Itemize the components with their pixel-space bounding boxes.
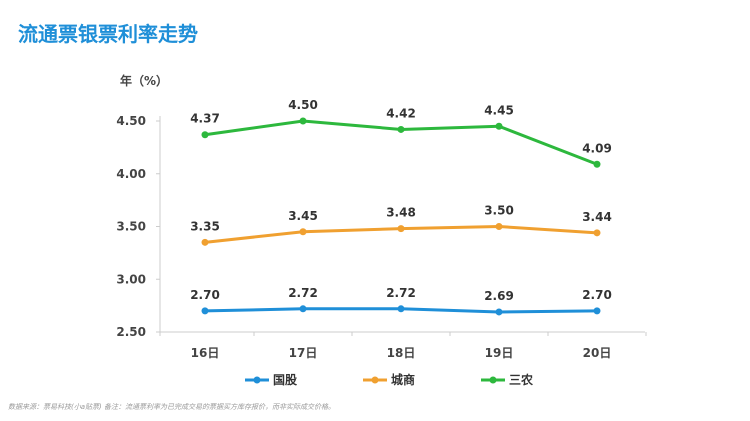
data-label: 2.72 <box>288 286 318 300</box>
x-tick-label: 18日 <box>387 346 416 360</box>
data-point <box>593 229 601 237</box>
data-point <box>299 117 307 125</box>
data-point <box>495 122 503 130</box>
x-tick-label: 19日 <box>485 346 514 360</box>
page-title: 流通票银票利率走势 <box>18 22 198 46</box>
legend-label: 城商 <box>391 372 415 387</box>
data-point <box>397 305 405 313</box>
y-tick-label: 3.50 <box>116 220 146 234</box>
legend-marker <box>489 376 497 384</box>
data-label: 3.35 <box>190 219 220 233</box>
data-label: 2.72 <box>386 286 416 300</box>
data-label: 4.37 <box>190 112 220 126</box>
data-label: 4.09 <box>582 141 612 155</box>
data-label: 3.48 <box>386 206 416 220</box>
data-label: 3.44 <box>582 210 612 224</box>
y-tick-label: 3.00 <box>116 272 146 286</box>
x-tick-label: 17日 <box>289 346 318 360</box>
x-tick-label: 16日 <box>191 346 220 360</box>
data-label: 3.45 <box>288 209 318 223</box>
data-point <box>495 223 503 230</box>
data-label: 4.45 <box>484 103 514 117</box>
legend-marker <box>253 376 261 384</box>
data-point <box>299 305 307 313</box>
y-tick-label: 4.50 <box>116 114 146 128</box>
data-label: 2.70 <box>190 288 220 302</box>
data-point <box>593 307 601 315</box>
data-label: 2.69 <box>484 289 514 303</box>
y-tick-label: 4.00 <box>116 167 146 181</box>
data-label: 3.50 <box>484 204 514 218</box>
data-point <box>397 225 405 233</box>
data-point <box>201 307 209 315</box>
data-point <box>593 160 601 168</box>
legend-label: 三农 <box>509 372 533 387</box>
y-axis-label: 年（%） <box>120 73 168 88</box>
x-tick-label: 20日 <box>583 346 612 360</box>
data-point <box>299 228 307 236</box>
data-label: 4.50 <box>288 98 318 112</box>
data-point <box>201 131 209 139</box>
footnote: 数据来源：票易科技(小a贴票) 备注：流通票利率为已完成交易的票据买方库存报价，… <box>8 403 335 411</box>
data-point <box>201 238 209 246</box>
legend-label: 国股 <box>273 372 298 387</box>
data-label: 2.70 <box>582 288 612 302</box>
data-label: 4.42 <box>386 106 416 120</box>
y-tick-label: 2.50 <box>116 325 146 339</box>
data-point <box>397 125 405 133</box>
data-point <box>495 308 503 316</box>
legend-marker <box>371 376 379 384</box>
